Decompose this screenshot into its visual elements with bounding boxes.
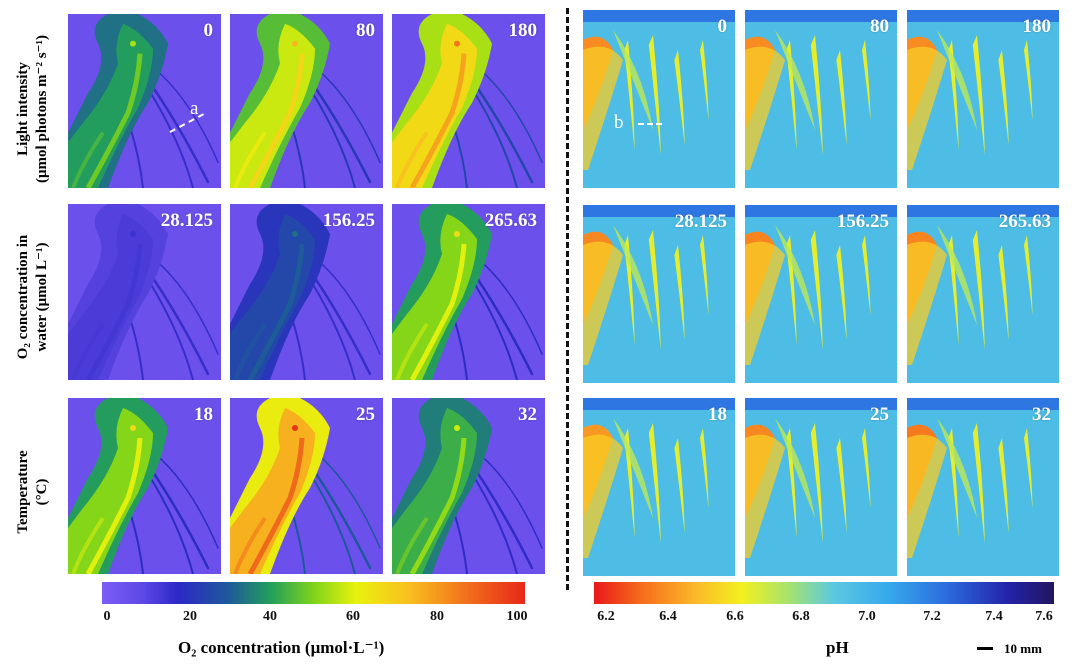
ph-tick: 6.2 xyxy=(597,609,615,624)
ph-panel-light-80: 80 xyxy=(745,10,897,188)
o2-image xyxy=(392,398,545,574)
ph-tick: 7.6 xyxy=(1035,609,1053,624)
dashed-divider xyxy=(566,8,569,590)
o2-panel-temp-18: 18 xyxy=(68,398,221,574)
transect-line-b xyxy=(638,123,662,125)
ph-image xyxy=(745,398,897,576)
o2-image xyxy=(68,398,221,574)
panel-label: 180 xyxy=(1022,16,1052,37)
ph-image xyxy=(907,205,1059,383)
row-label-light: Light intensity (μmol photons m⁻² s⁻¹) xyxy=(15,35,50,183)
panel-label: 18 xyxy=(194,404,213,425)
panel-label: 28.125 xyxy=(674,211,727,232)
row-label-o2: O₂ concentration in water (μmol L⁻¹) xyxy=(15,234,50,360)
ph-image xyxy=(907,10,1059,188)
ph-tick: 7.0 xyxy=(858,609,876,624)
o2-panel-light-80: 80 xyxy=(230,14,383,188)
o2-panel-water-28125: 28.125 xyxy=(68,204,221,380)
o2-panel-water-15625: 156.25 xyxy=(230,204,383,380)
ph-panel-light-180: 180 xyxy=(907,10,1059,188)
ph-panel-light-0: 0 xyxy=(583,10,735,188)
o2-image xyxy=(230,398,383,574)
panel-label: 18 xyxy=(708,404,727,425)
panel-label: 25 xyxy=(870,404,889,425)
o2-image xyxy=(392,204,545,380)
ph-image xyxy=(583,398,735,576)
o2-image xyxy=(68,14,221,188)
o2-tick: 100 xyxy=(506,609,528,624)
o2-tick: 60 xyxy=(346,609,360,624)
ph-panel-water-28125: 28.125 xyxy=(583,205,735,383)
o2-panel-temp-25: 25 xyxy=(230,398,383,574)
panel-label: 0 xyxy=(203,20,214,41)
panel-label: 32 xyxy=(518,404,537,425)
ph-tick: 7.4 xyxy=(985,609,1003,624)
o2-image xyxy=(392,14,545,188)
ph-tick: 6.4 xyxy=(659,609,677,624)
panel-label: 80 xyxy=(870,16,889,37)
o2-tick: 0 xyxy=(103,609,111,624)
panel-label: 0 xyxy=(717,16,728,37)
panel-label: 28.125 xyxy=(160,210,213,231)
o2-image xyxy=(230,204,383,380)
ph-panel-water-26563: 265.63 xyxy=(907,205,1059,383)
o2-panel-light-180: 180 xyxy=(392,14,545,188)
annotation-b: b xyxy=(614,112,624,133)
ph-panel-temp-25: 25 xyxy=(745,398,897,576)
ph-image xyxy=(583,10,735,188)
o2-panel-water-26563: 265.63 xyxy=(392,204,545,380)
o2-panel-light-0: 0 xyxy=(68,14,221,188)
o2-tick: 20 xyxy=(183,609,197,624)
panel-label: 156.25 xyxy=(322,210,375,231)
o2-colorbar xyxy=(102,582,525,604)
ph-tick: 6.8 xyxy=(792,609,810,624)
ph-panel-water-15625: 156.25 xyxy=(745,205,897,383)
scale-bar xyxy=(977,647,993,650)
ph-colorbar-title: pH xyxy=(826,638,849,657)
ph-tick: 7.2 xyxy=(923,609,941,624)
o2-image xyxy=(230,14,383,188)
o2-panel-temp-32: 32 xyxy=(392,398,545,574)
o2-tick: 40 xyxy=(263,609,277,624)
panel-label: 265.63 xyxy=(998,211,1051,232)
panel-label: 25 xyxy=(356,404,375,425)
panel-label: 80 xyxy=(356,20,375,41)
ph-panel-temp-32: 32 xyxy=(907,398,1059,576)
panel-label: 265.63 xyxy=(484,210,537,231)
ph-tick: 6.6 xyxy=(726,609,744,624)
ph-image xyxy=(583,205,735,383)
panel-label: 156.25 xyxy=(836,211,889,232)
o2-tick: 80 xyxy=(430,609,444,624)
row-label-temperature: Temperature (°C) xyxy=(15,450,50,534)
ph-colorbar xyxy=(594,582,1054,604)
panel-label: 180 xyxy=(508,20,538,41)
ph-image xyxy=(907,398,1059,576)
ph-panel-temp-18: 18 xyxy=(583,398,735,576)
annotation-a: a xyxy=(190,98,199,119)
ph-image xyxy=(745,205,897,383)
panel-label: 32 xyxy=(1032,404,1051,425)
o2-colorbar-title: O₂ concentration (μmol·L⁻¹) xyxy=(178,638,385,657)
o2-image xyxy=(68,204,221,380)
ph-image xyxy=(745,10,897,188)
scale-bar-label: 10 mm xyxy=(1004,641,1042,656)
